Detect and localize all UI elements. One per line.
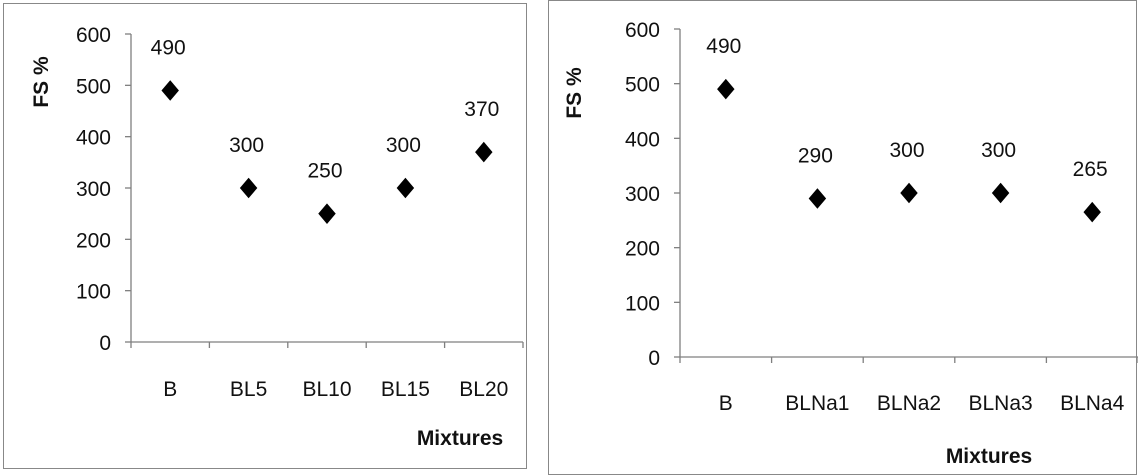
chart-right-x-tick-label: BLNa2 [877,392,941,415]
chart-right-x-tick-label: BLNa3 [968,392,1032,415]
chart-right-data-label: 490 [706,35,741,58]
chart-left-y-tick-label: 100 [76,281,111,304]
chart-right-x-tick-label: BLNa4 [1060,392,1125,415]
chart-left-x-tick-label: BL20 [459,378,508,401]
chart-right-svg: 0 100 200 300 400 500 600 B BLNa1 BLNa2 BLNa3 BLNa4… [563,19,1138,468]
chart-left-point [475,141,493,163]
chart-left-y-axis-title: FS % [30,56,53,108]
chart-left-y-tick-label: 600 [76,24,111,47]
chart-left-data-label: 300 [229,134,264,157]
chart-right-y-tick-label: 100 [625,292,660,315]
chart-panel-right: 0 100 200 300 400 500 600 B BLNa1 BLNa2 BLNa3 BLNa4… [548,0,1138,475]
chart-right-y-tick-label: 400 [625,128,660,151]
chart-right-y-tick-label: 0 [648,347,660,370]
chart-right-data-label: 265 [1073,158,1108,181]
chart-left-point [239,177,258,199]
chart-right-y-axis-title: FS % [563,67,586,119]
chart-right-data-label: 290 [798,144,833,167]
chart-right-x-tick-label: B [719,392,733,415]
chart-left-y-tick-label: 200 [76,229,111,252]
chart-left-x-tick-label: BL10 [302,378,351,401]
chart-right-x-axis-title: Mixtures [946,445,1032,468]
chart-left-point [318,203,336,224]
chart-left-data-label: 370 [464,98,499,121]
chart-left-point [161,80,179,101]
chart-right-point [1083,201,1101,223]
chart-left-svg: 0 100 200 300 400 500 600 B BL5 BL10 BL15 BL20 490 30… [30,24,524,450]
chart-left-point [396,177,415,199]
chart-left-x-tick-label: B [163,378,177,401]
chart-left-x-tick-label: BL15 [381,378,430,401]
chart-right-y-tick-label: 600 [625,19,660,42]
chart-right-y-tick-label: 300 [625,183,660,206]
chart-left-y-tick-label: 500 [76,75,111,98]
chart-left-y-tick-label: 0 [99,332,111,355]
chart-left-x-tick-label: BL5 [230,378,267,401]
chart-left-y-tick-label: 400 [76,127,111,150]
chart-right-point [717,78,735,100]
chart-right-x-tick-label: BLNa1 [785,392,849,415]
chart-left-data-label: 490 [151,36,186,59]
chart-right-y-tick-label: 200 [625,238,660,261]
chart-right-data-label: 300 [889,139,924,162]
chart-right-y-tick-label: 500 [625,74,660,97]
chart-panel-left: 0 100 200 300 400 500 600 B BL5 BL10 BL15 BL20 490 30… [3,3,527,469]
chart-left-data-label: 300 [386,134,421,157]
chart-left-x-axis-title: Mixtures [417,427,503,450]
chart-right-point [808,188,827,209]
chart-left-y-tick-label: 300 [76,178,111,201]
chart-right-point [991,182,1010,204]
chart-left-data-label: 250 [307,160,342,183]
chart-right-point [900,182,918,204]
chart-right-data-label: 300 [981,139,1016,162]
